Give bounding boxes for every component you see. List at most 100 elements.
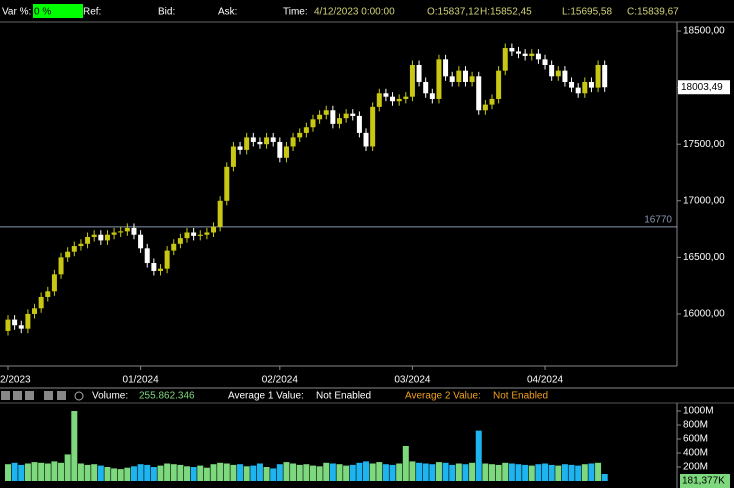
candle-body: [250, 137, 256, 142]
candle-body: [18, 325, 24, 329]
volume-tick-label: 400M: [683, 448, 708, 459]
candle-body: [118, 231, 124, 233]
var-label: Var %:: [2, 7, 31, 18]
candle-body: [436, 59, 442, 99]
volume-bar: [323, 462, 330, 481]
volume-bar: [283, 462, 290, 481]
volume-bar: [581, 464, 588, 481]
volume-bar: [203, 467, 210, 481]
candle-body: [264, 137, 270, 145]
candle-body: [489, 98, 495, 105]
volume-bar: [144, 464, 151, 481]
volume-bar: [435, 462, 442, 481]
volume-bar: [256, 463, 263, 481]
candle-body: [25, 313, 31, 329]
volume-bar: [422, 463, 429, 481]
candle-body: [5, 319, 11, 331]
volume-bar: [462, 464, 469, 481]
volume-bar: [396, 463, 403, 481]
candle-body: [91, 234, 97, 237]
candle-body: [164, 250, 170, 269]
volume-bar: [276, 464, 283, 481]
volume-bar: [316, 466, 323, 481]
toolbar-icons[interactable]: [1, 391, 84, 401]
candle-body: [535, 53, 541, 60]
candle-body: [529, 53, 535, 56]
avg1-value: Not Enabled: [316, 391, 371, 402]
candle-body: [78, 243, 84, 247]
volume-bar: [363, 461, 370, 481]
volume-bar: [24, 463, 31, 481]
candle-body: [337, 118, 342, 124]
candle-body: [370, 106, 376, 147]
bid-label: Bid:: [158, 7, 175, 18]
candle-body: [350, 113, 356, 116]
candle-body: [270, 137, 276, 142]
volume-tick-label: 800M: [683, 420, 708, 431]
candle-body: [211, 226, 217, 233]
candle-body: [443, 59, 449, 77]
icon[interactable]: [1, 391, 10, 400]
volume-bar: [542, 463, 549, 481]
icon[interactable]: [13, 391, 22, 400]
volume-bar: [44, 463, 51, 481]
volume-bar: [84, 464, 91, 481]
candle-body: [409, 65, 415, 97]
candle-body: [476, 76, 482, 111]
candle-body: [390, 96, 396, 102]
y-tick-label: 17500,00: [683, 139, 725, 150]
x-tick-label: 2/2023: [0, 375, 31, 386]
candle-body: [124, 227, 130, 232]
volume-bar: [568, 464, 575, 481]
time-value: 4/12/2023 0:00:00: [314, 7, 395, 18]
volume-bar: [429, 464, 436, 481]
settings-icon[interactable]: [74, 391, 84, 401]
avg2-label: Average 2 Value:: [405, 391, 481, 402]
candle-body: [230, 146, 236, 167]
volume-bar: [369, 463, 376, 481]
high-value: H:15852,45: [480, 7, 532, 18]
last-price-label: 18003,49: [681, 82, 723, 93]
candle-body: [310, 119, 316, 128]
candle-body: [383, 93, 389, 97]
x-tick-label: 04/2024: [527, 375, 564, 386]
current-volume: 181,377K: [682, 476, 725, 487]
ref-label: Ref:: [83, 7, 101, 18]
candle-body: [602, 65, 608, 88]
volume-bar: [230, 464, 237, 481]
volume-bar: [488, 464, 495, 481]
icon[interactable]: [57, 391, 66, 400]
candle-body: [65, 251, 71, 258]
volume-bar: [336, 464, 343, 481]
candle-body: [363, 132, 369, 147]
volume-bar: [402, 446, 409, 481]
volume-bar: [58, 462, 65, 481]
current-volume-box: [680, 474, 730, 488]
candle-body: [191, 232, 197, 236]
volume-bar: [455, 463, 462, 481]
volume-bar: [376, 462, 383, 481]
candle-body: [244, 137, 250, 150]
volume-bar: [561, 464, 568, 481]
candle-body: [224, 166, 230, 201]
volume-bar: [250, 465, 257, 481]
avg2-value: Not Enabled: [493, 391, 548, 402]
candle-body: [204, 232, 210, 235]
volume-bar: [64, 454, 71, 481]
volume-bar: [11, 462, 18, 481]
icon[interactable]: [25, 391, 34, 400]
candle-body: [85, 237, 91, 244]
volume-bar: [575, 465, 582, 481]
candle-body: [403, 96, 409, 99]
x-tick-label: 02/2024: [262, 375, 299, 386]
candle-body: [569, 81, 575, 88]
volume-bar: [77, 463, 84, 481]
volume-bar: [210, 464, 217, 481]
candle-body: [144, 248, 150, 264]
volume-bar: [170, 464, 177, 481]
volume-bar: [184, 466, 191, 481]
candle-body: [277, 141, 283, 158]
icon[interactable]: [44, 391, 53, 400]
